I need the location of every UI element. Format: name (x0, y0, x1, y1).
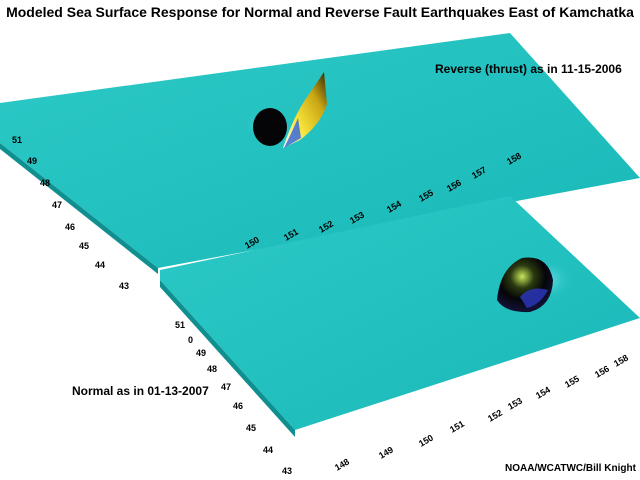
lon-tick: 151 (448, 419, 466, 435)
reverse-surface-side (0, 143, 158, 274)
lat-tick: 43 (282, 466, 292, 476)
lat-tick: 51 (175, 320, 185, 330)
normal-surface-side (160, 280, 295, 437)
lat-tick: 48 (207, 364, 217, 374)
lon-tick: 156 (593, 364, 611, 380)
normal-lat-axis: 51 0 49 48 47 46 45 44 43 (175, 320, 292, 476)
normal-fault-label: Normal as in 01-13-2007 (72, 384, 209, 398)
lon-tick: 153 (506, 396, 524, 412)
normal-sea-surface (160, 196, 640, 430)
reverse-sea-surface (0, 33, 640, 268)
lon-tick: 150 (417, 433, 435, 449)
figure-title: Modeled Sea Surface Response for Normal … (6, 4, 634, 20)
reverse-panel: 51 49 48 47 46 45 44 43 150 151 152 153 … (0, 33, 640, 291)
lat-tick: 47 (221, 382, 231, 392)
reverse-trough (253, 108, 287, 146)
reverse-lat-axis: 51 49 48 47 46 45 44 43 (12, 135, 129, 291)
lat-tick: 43 (119, 281, 129, 291)
lon-tick: 149 (377, 445, 395, 461)
lat-tick: 47 (52, 200, 62, 210)
lon-tick: 148 (333, 457, 351, 473)
lat-tick: 48 (40, 178, 50, 188)
lat-tick: 44 (263, 445, 273, 455)
lat-tick: 45 (79, 241, 89, 251)
lat-tick: 49 (27, 156, 37, 166)
lat-tick: 51 (12, 135, 22, 145)
credit-label: NOAA/WCATWC/Bill Knight (505, 463, 636, 474)
lon-tick: 154 (534, 385, 552, 401)
lon-tick: 155 (563, 374, 581, 390)
lat-tick: 44 (95, 260, 105, 270)
lat-tick: 46 (233, 401, 243, 411)
lat-tick: 49 (196, 348, 206, 358)
lon-tick: 152 (486, 408, 504, 424)
reverse-fault-label: Reverse (thrust) as in 11-15-2006 (435, 62, 622, 76)
lon-tick: 158 (612, 353, 630, 369)
lat-tick: 45 (246, 423, 256, 433)
lat-tick: 46 (65, 222, 75, 232)
lat-tick: 0 (188, 335, 193, 345)
